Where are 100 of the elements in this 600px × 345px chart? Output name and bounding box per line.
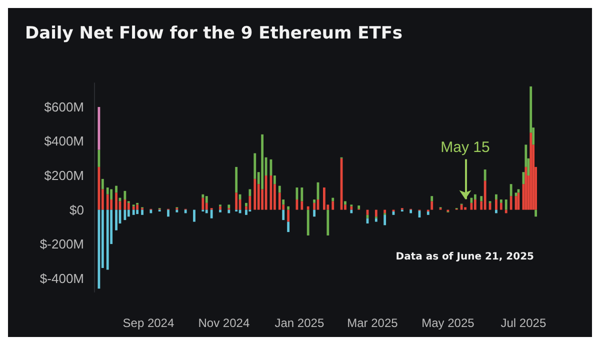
- bar: [504, 210, 508, 214]
- bar: [332, 201, 334, 210]
- bar: [524, 166, 528, 210]
- bar: [245, 202, 248, 206]
- bar: [500, 199, 502, 203]
- bar: [124, 190, 126, 200]
- bar: [300, 201, 304, 210]
- bar: [313, 199, 316, 203]
- bar: [235, 166, 238, 193]
- bar: [500, 202, 502, 210]
- x-tick-label: Sep 2024: [122, 316, 174, 330]
- y-tick-label: $-400M: [40, 270, 84, 286]
- bar: [484, 170, 486, 181]
- bar: [278, 192, 281, 210]
- y-tick-label: $0: [70, 202, 84, 218]
- bar: [344, 201, 346, 205]
- x-tick-label: Nov 2024: [198, 316, 250, 330]
- bar: [202, 198, 204, 210]
- bar: [287, 210, 290, 222]
- bar: [150, 210, 152, 214]
- x-tick-label: Jul 2025: [500, 316, 546, 330]
- bar: [219, 210, 222, 212]
- bar: [504, 199, 508, 210]
- bar: [235, 192, 238, 210]
- x-tick-label: Mar 2025: [347, 316, 398, 330]
- bar: [306, 210, 310, 236]
- bar: [115, 186, 118, 193]
- bar: [300, 188, 304, 202]
- bar: [205, 196, 208, 203]
- bar: [510, 196, 512, 210]
- annotation: Data as of June 21, 2025: [396, 252, 534, 262]
- bar: [474, 199, 476, 210]
- bar: [384, 210, 386, 214]
- bar: [480, 196, 483, 202]
- bar: [282, 199, 285, 205]
- bar: [332, 198, 334, 202]
- bar: [124, 210, 126, 220]
- y-tick-label: $600M: [44, 99, 84, 114]
- bar: [430, 196, 434, 202]
- bar: [141, 210, 144, 215]
- bar: [167, 210, 170, 217]
- y-tick-label: $-200M: [40, 236, 84, 252]
- chart-title: Daily Net Flow for the 9 Ethereum ETFs: [25, 24, 403, 44]
- bar: [495, 194, 498, 200]
- bar: [132, 210, 135, 215]
- bar: [306, 206, 310, 210]
- bar: [410, 210, 412, 214]
- bar: [322, 188, 326, 210]
- bar: [326, 210, 330, 236]
- y-tick-label: $400M: [44, 134, 84, 149]
- bar: [464, 207, 466, 210]
- bar: [106, 194, 109, 210]
- bar: [248, 189, 252, 196]
- bar: [115, 192, 118, 210]
- y-tick-label: $200M: [44, 168, 84, 184]
- bar: [127, 202, 130, 210]
- bar: [495, 210, 498, 214]
- bar: [210, 210, 213, 218]
- bar: [510, 184, 512, 196]
- bar: [124, 199, 126, 210]
- bar: [273, 176, 276, 184]
- bar: [205, 210, 208, 214]
- x-tick-label: Jan 2025: [274, 316, 324, 330]
- bar: [176, 210, 178, 212]
- bar: [460, 204, 463, 210]
- bar: [313, 202, 316, 210]
- bar: [430, 201, 434, 210]
- bar: [358, 205, 360, 209]
- bar: [374, 218, 378, 222]
- bar: [522, 172, 525, 184]
- bar: [132, 206, 135, 210]
- bar: [282, 210, 285, 220]
- bar: [101, 178, 104, 190]
- bar: [530, 132, 532, 210]
- bar: [261, 134, 264, 190]
- bar: [254, 178, 256, 210]
- bar: [287, 206, 290, 210]
- bar: [350, 210, 353, 214]
- bar: [313, 210, 316, 217]
- bar: [115, 210, 118, 230]
- annotation: May 15: [440, 139, 490, 156]
- bar: [374, 210, 378, 217]
- bar: [228, 210, 230, 214]
- bar: [127, 210, 130, 217]
- bar: [484, 180, 486, 210]
- x-tick-label: May 2025: [422, 316, 475, 330]
- bar: [495, 199, 498, 210]
- bar: [110, 189, 113, 200]
- bar: [136, 204, 139, 210]
- bar: [136, 210, 139, 214]
- bar: [350, 206, 353, 210]
- bar: [245, 210, 248, 215]
- bar: [184, 210, 187, 214]
- bar: [106, 210, 109, 270]
- bar: [534, 210, 538, 217]
- bar: [426, 211, 430, 215]
- bar: [228, 204, 230, 208]
- bar: [248, 196, 252, 210]
- bar: [219, 206, 222, 210]
- bar: [278, 186, 281, 193]
